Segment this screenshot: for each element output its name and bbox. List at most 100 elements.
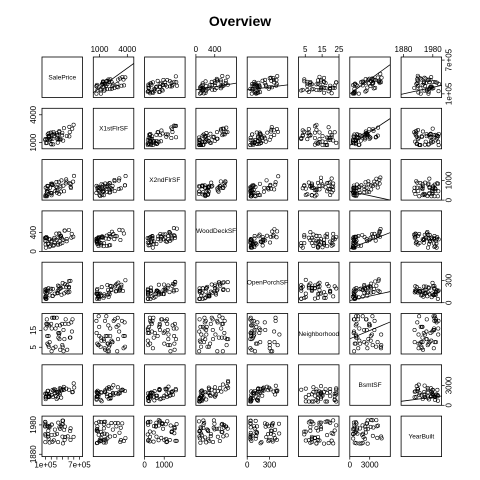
point <box>260 235 265 240</box>
point <box>203 435 208 440</box>
point <box>60 237 65 242</box>
point <box>363 77 368 82</box>
point <box>265 233 270 238</box>
point <box>418 180 423 185</box>
point <box>156 438 161 443</box>
point <box>43 137 48 142</box>
point <box>252 426 257 431</box>
point <box>256 396 261 401</box>
point <box>248 421 253 426</box>
point <box>413 241 418 246</box>
point <box>334 286 339 291</box>
points-SalePrice-vs-X2ndFlrSF <box>145 74 179 96</box>
point <box>252 193 257 198</box>
point <box>268 240 273 245</box>
point <box>56 242 61 247</box>
point <box>375 423 380 428</box>
point <box>414 129 419 134</box>
point <box>320 134 325 139</box>
point <box>45 334 50 339</box>
point <box>277 431 282 436</box>
point <box>200 184 205 189</box>
point <box>106 423 111 428</box>
point <box>369 332 374 337</box>
point <box>325 399 330 404</box>
point <box>222 132 227 137</box>
point <box>252 79 257 84</box>
point <box>148 341 153 346</box>
point <box>421 191 426 196</box>
point <box>163 80 168 85</box>
point <box>218 283 223 288</box>
point <box>263 136 268 141</box>
point <box>419 344 424 349</box>
point <box>72 385 77 390</box>
point <box>108 190 113 195</box>
point <box>370 343 375 348</box>
point <box>199 388 204 393</box>
point <box>270 439 275 444</box>
point <box>224 125 229 130</box>
point <box>171 281 176 286</box>
panel-WoodDeckSF-vs-BsmtSF <box>349 210 391 252</box>
point <box>219 335 224 340</box>
point <box>425 78 430 83</box>
point <box>57 391 62 396</box>
point <box>56 137 61 142</box>
point <box>68 186 73 191</box>
point <box>319 427 324 432</box>
point <box>352 317 357 322</box>
point <box>58 386 63 391</box>
point <box>106 292 111 297</box>
point <box>167 230 172 235</box>
point <box>375 133 380 138</box>
point <box>429 389 434 394</box>
point <box>427 238 432 243</box>
point <box>248 138 253 143</box>
point <box>68 428 73 433</box>
left-tick-label-WoodDeckSF: 0 <box>29 249 38 254</box>
point <box>161 331 166 336</box>
point <box>45 323 50 328</box>
point <box>162 438 167 443</box>
point <box>99 390 104 395</box>
points-BsmtSF-vs-OpenPorchSF <box>248 383 280 404</box>
point <box>269 186 274 191</box>
point <box>167 79 172 84</box>
point <box>427 292 432 297</box>
point <box>251 323 256 328</box>
point <box>262 185 267 190</box>
point <box>222 331 227 336</box>
point <box>421 238 426 243</box>
points-YearBuilt-vs-SalePrice <box>43 418 76 446</box>
point <box>101 426 106 431</box>
point <box>425 290 430 295</box>
point <box>165 327 170 332</box>
point <box>48 137 53 142</box>
point <box>148 289 153 294</box>
panel-SalePrice-vs-Neighborhood <box>298 56 340 98</box>
point <box>46 241 51 246</box>
point <box>269 429 274 434</box>
point <box>50 183 55 188</box>
point <box>302 77 307 82</box>
point <box>431 327 436 332</box>
point <box>99 436 104 441</box>
point <box>326 180 331 185</box>
point <box>61 327 66 332</box>
point <box>212 138 217 143</box>
point <box>306 133 311 138</box>
point <box>145 291 150 296</box>
point <box>122 83 127 88</box>
point <box>64 177 69 182</box>
point <box>226 378 231 383</box>
point <box>260 138 265 143</box>
points-OpenPorchSF-vs-X2ndFlrSF <box>145 279 179 301</box>
point <box>206 428 211 433</box>
point <box>312 135 317 140</box>
point <box>248 240 253 245</box>
point <box>420 129 425 134</box>
point <box>432 286 437 291</box>
point <box>309 399 314 404</box>
point <box>328 386 333 391</box>
